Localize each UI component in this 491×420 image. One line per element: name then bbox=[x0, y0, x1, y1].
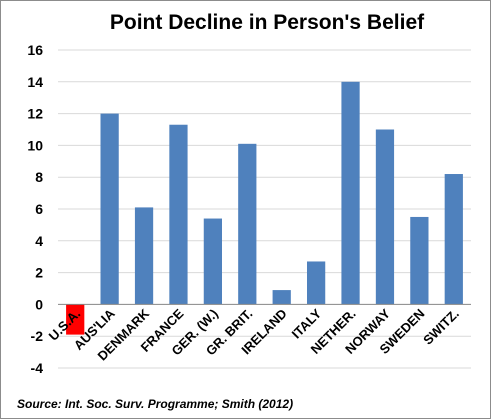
source-note: Source: Int. Soc. Surv. Programme; Smith… bbox=[17, 397, 293, 411]
bar-gr-brit bbox=[238, 143, 257, 305]
bar-ireland bbox=[272, 290, 291, 305]
x-tick-label: SWITZ. bbox=[420, 306, 462, 348]
bar-nether bbox=[341, 81, 360, 305]
y-tick-label: 16 bbox=[27, 42, 43, 58]
bar-france bbox=[169, 124, 188, 305]
y-tick-label: 6 bbox=[35, 201, 43, 217]
bar-ger-w bbox=[203, 218, 222, 305]
bar-switz bbox=[444, 174, 463, 305]
y-tick-label: -2 bbox=[31, 328, 44, 344]
bar-denmark bbox=[134, 207, 154, 305]
bar-norway bbox=[375, 129, 395, 305]
y-tick-label: 2 bbox=[35, 265, 43, 281]
y-axis-ticks: -4 -2 0 2 4 6 8 10 12 14 16 bbox=[27, 42, 43, 376]
bar-sweden bbox=[410, 216, 429, 305]
y-tick-label: 12 bbox=[27, 106, 43, 122]
gridlines bbox=[58, 49, 471, 369]
y-tick-label: 0 bbox=[35, 296, 43, 312]
y-tick-label: 8 bbox=[35, 169, 43, 185]
bar-italy bbox=[307, 261, 326, 305]
bar-aus-lia bbox=[100, 113, 119, 305]
y-tick-label: -4 bbox=[31, 360, 44, 376]
y-tick-label: 10 bbox=[27, 137, 43, 153]
bar-u-s-a bbox=[66, 304, 85, 335]
chart-title: Point Decline in Person's Belief bbox=[110, 11, 425, 34]
y-tick-label: 14 bbox=[27, 74, 43, 90]
bars bbox=[66, 81, 463, 335]
y-tick-label: 4 bbox=[35, 233, 43, 249]
